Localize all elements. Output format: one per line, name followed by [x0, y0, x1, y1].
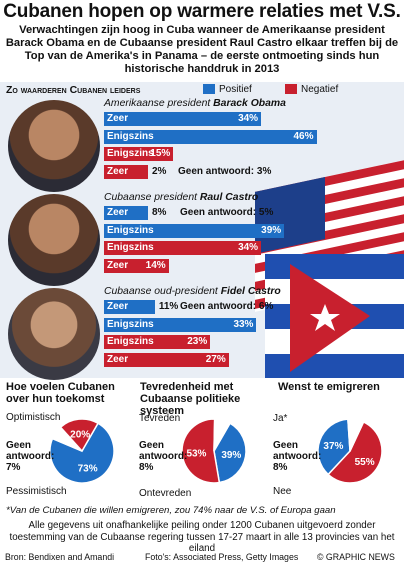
- no-answer-label: Geen antwoord: 6%: [180, 301, 274, 312]
- bar-label: Zeer: [107, 207, 129, 218]
- pie3-no-label: Nee: [273, 486, 292, 497]
- bar-value: 15%: [150, 148, 171, 159]
- bar-negatief: [104, 164, 148, 179]
- pie2-satisfied-label: Tevreden: [139, 413, 181, 424]
- bar-positief: [104, 129, 317, 144]
- page-title: Cubanen hopen op warmere relaties met V.…: [3, 1, 401, 22]
- bar-value: 23%: [187, 336, 208, 347]
- pie1-pessimistic-label: Pessimistisch: [6, 486, 67, 497]
- bar-value: 33%: [233, 318, 254, 330]
- pie-slice: [327, 421, 383, 484]
- pie-value-label: 20%: [70, 429, 90, 440]
- photo-credit: Foto's: Associated Press, Getty Images: [145, 552, 299, 562]
- leader-heading: Cubaanse president Raul Castro: [104, 192, 258, 203]
- bar-label: Enigszins: [107, 336, 154, 347]
- pie1-noanswer-label: Geen antwoord: 7%: [6, 440, 55, 473]
- bar-negatief: [104, 147, 174, 161]
- bar-label: Zeer: [107, 113, 129, 124]
- leader-bars: Amerikaanse president Barack Obama Zeer 34…: [0, 82, 404, 378]
- bar-positief: [104, 112, 262, 126]
- bar-value: 11%: [158, 301, 179, 312]
- leader-name: Barack Obama: [213, 98, 286, 109]
- bar-label: Zeer: [107, 165, 129, 177]
- bar-value: 39%: [261, 224, 282, 236]
- leader-prefix: Cubaanse president: [104, 192, 200, 203]
- bar-label: Enigszins: [107, 148, 154, 159]
- leader-name: Raul Castro: [199, 192, 259, 203]
- bar-label: Zeer: [107, 259, 129, 271]
- obama-photo: [8, 100, 100, 192]
- pie3-yes-label: Ja*: [273, 413, 288, 424]
- pie2-noanswer-label: Geen antwoord: 8%: [139, 440, 188, 473]
- pie-value-label: 73%: [78, 464, 98, 475]
- footnote: *Van de Cubanen die willen emigreren, zo…: [6, 505, 336, 516]
- legend-positive: Positief: [203, 84, 252, 95]
- bar-value: 34%: [238, 113, 259, 124]
- methodology-note: Alle gegevens uit onafhankelijke peiling…: [9, 520, 395, 554]
- leader-heading: Cubaanse oud-president Fidel Castro: [104, 286, 281, 297]
- bar-positief: [104, 206, 148, 220]
- no-answer-label: Geen antwoord: 5%: [180, 207, 274, 218]
- pie2-title: Tevredenheid met Cubaanse politieke syst…: [140, 381, 241, 417]
- bar-value: 2%: [152, 165, 167, 177]
- leaders-panel: Zo waarderen Cubanen leiders Positief Ne…: [0, 82, 404, 380]
- bar-label: Enigszins: [107, 224, 154, 236]
- leader-prefix: Amerikaanse president: [104, 98, 214, 109]
- pie-slice: [213, 418, 232, 452]
- bar-label: Zeer: [107, 301, 129, 312]
- pie3-title: Wenst te emigreren: [278, 381, 380, 393]
- bar-positief: [104, 223, 285, 238]
- bar-label: Enigszins: [107, 318, 154, 330]
- raul-castro-photo: [8, 194, 100, 286]
- bar-label: Zeer: [107, 353, 129, 365]
- legend-positive-label: Positief: [219, 84, 252, 95]
- bar-positief: [104, 317, 257, 332]
- pie-slice: [347, 418, 365, 452]
- bar-negatief: [104, 241, 262, 255]
- source-credit: Bron: Bendixen and Amandi: [5, 552, 115, 562]
- flags-illustration: [255, 160, 404, 378]
- pie-slice: [181, 418, 221, 484]
- pie-slice: [317, 418, 351, 476]
- bar-negatief: [104, 258, 169, 273]
- bar-label: Enigszins: [107, 130, 154, 142]
- legend-negative: Negatief: [285, 84, 338, 95]
- bar-label: Enigszins: [107, 242, 154, 253]
- pie2-dissatisfied-label: Ontevreden: [139, 488, 192, 499]
- page-subtitle: Verwachtingen zijn hoog in Cuba wanneer …: [5, 24, 399, 75]
- pie-value-label: 55%: [355, 457, 375, 468]
- pie-slice: [49, 422, 115, 484]
- legend-negative-swatch: [285, 84, 297, 95]
- pie-slice: [59, 418, 100, 453]
- fidel-castro-photo: [8, 288, 100, 380]
- legend-positive-swatch: [203, 84, 215, 95]
- brand-credit: © GRAPHIC NEWS: [317, 552, 395, 562]
- cuba-flag: [265, 254, 404, 378]
- leaders-section-title: Zo waarderen Cubanen leiders: [6, 84, 141, 96]
- bar-value: 8%: [152, 207, 167, 218]
- legend-negative-label: Negatief: [301, 84, 339, 95]
- pie-charts: 73% 20% 39% 53% 55% 37%: [49, 418, 383, 484]
- bar-value: 14%: [145, 259, 166, 271]
- pie3-noanswer-label: Geen antwoord: 8%: [273, 440, 322, 473]
- bar-value: 34%: [238, 242, 259, 253]
- pie-value-label: 39%: [221, 450, 241, 461]
- bar-negatief: [104, 352, 229, 367]
- bar-value: 27%: [205, 353, 226, 365]
- pie-value-label: 53%: [186, 448, 206, 459]
- pie1-optimistic-label: Optimistisch: [6, 412, 61, 423]
- leader-name: Fidel Castro: [220, 286, 281, 297]
- bar-negatief: [104, 335, 211, 349]
- bar-value: 46%: [293, 130, 314, 142]
- pie-value-label: 37%: [323, 441, 343, 452]
- leader-prefix: Cubaanse oud-president: [104, 286, 221, 297]
- leader-heading: Amerikaanse president Barack Obama: [104, 98, 286, 109]
- no-answer-label: Geen antwoord: 3%: [178, 165, 272, 177]
- bar-positief: [104, 300, 155, 314]
- pie1-title: Hoe voelen Cubanen over hun toekomst: [6, 381, 115, 405]
